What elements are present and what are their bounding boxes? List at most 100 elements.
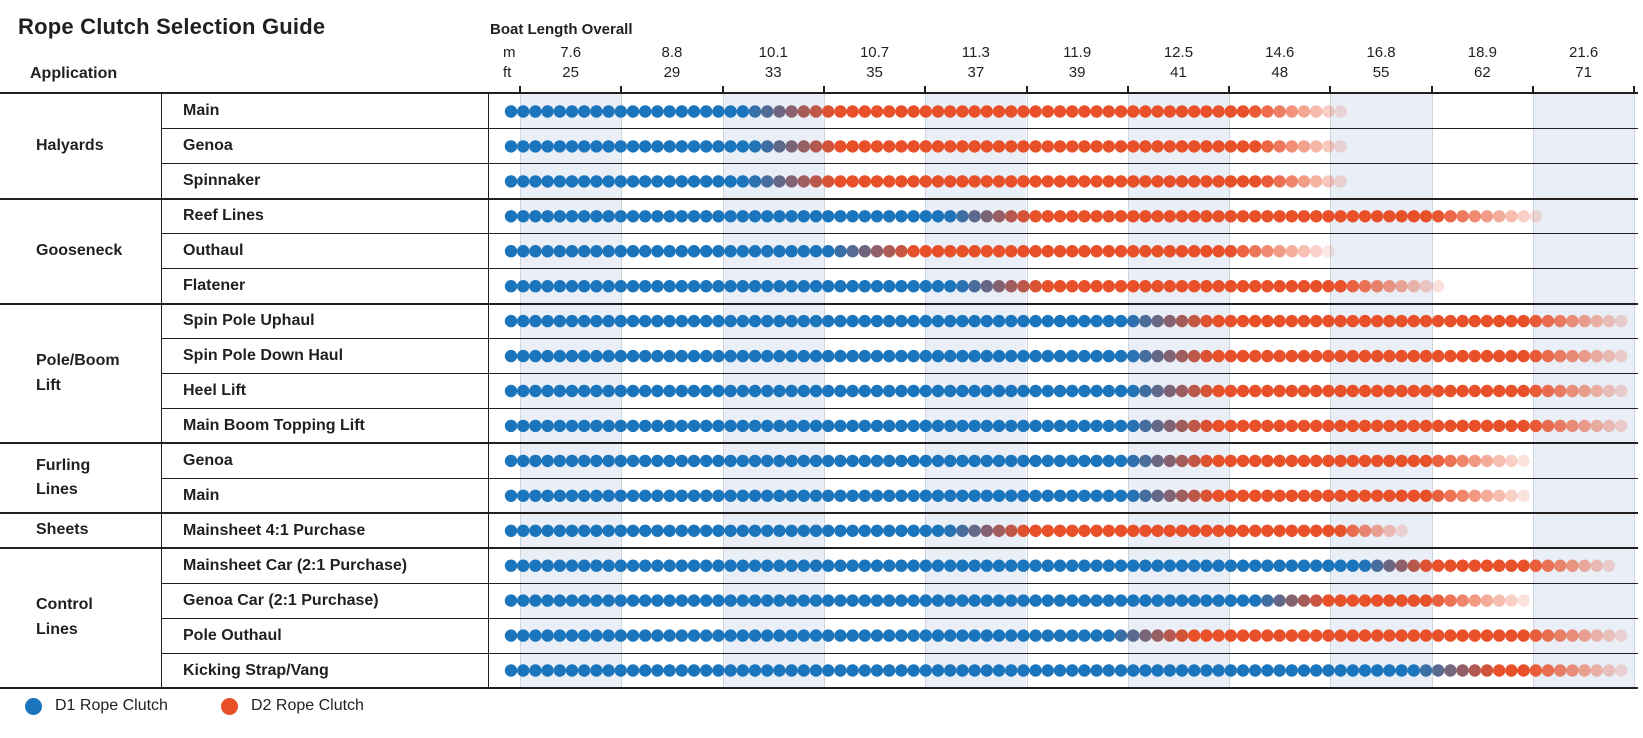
- clutch-dot: [1456, 210, 1469, 223]
- clutch-dot: [529, 210, 542, 223]
- clutch-dot: [1005, 314, 1018, 328]
- clutch-dot: [1017, 314, 1030, 328]
- clutch-dot: [1236, 419, 1250, 433]
- clutch-dot: [1224, 524, 1238, 537]
- clutch-dot: [1346, 629, 1360, 642]
- axis-tick-ft: 37: [967, 64, 985, 81]
- group-label: Furling Lines: [36, 456, 91, 499]
- clutch-dot: [1236, 280, 1250, 293]
- clutch-dot: [504, 454, 518, 468]
- clutch-dot: [529, 489, 542, 502]
- clutch-dot: [944, 664, 957, 677]
- axis-tick-mark: [822, 86, 825, 94]
- clutch-dot: [1029, 105, 1042, 118]
- clutch-dot: [663, 489, 676, 502]
- clutch-dot: [1175, 594, 1189, 607]
- clutch-dot: [1468, 664, 1482, 677]
- clutch-dot: [1212, 559, 1225, 572]
- clutch-dot: [907, 489, 920, 502]
- clutch-dot: [883, 245, 896, 258]
- clutch-dot: [553, 175, 566, 188]
- clutch-dot: [1578, 629, 1591, 642]
- clutch-dot: [809, 419, 823, 433]
- clutch-dot: [541, 314, 554, 328]
- clutch-dot: [1127, 559, 1140, 572]
- clutch-dot: [1419, 384, 1433, 398]
- clutch-dot: [1261, 629, 1274, 642]
- clutch-dot: [1273, 489, 1286, 502]
- clutch-dot: [675, 105, 688, 118]
- clutch-dot: [687, 419, 701, 433]
- clutch-dot: [651, 140, 664, 153]
- clutch-dot: [1297, 594, 1311, 607]
- clutch-dot: [663, 280, 676, 293]
- clutch-dot: [1005, 454, 1018, 468]
- clutch-dot: [1297, 629, 1311, 642]
- clutch-dot: [651, 175, 664, 188]
- clutch-dot: [785, 105, 798, 118]
- clutch-dot: [1480, 384, 1494, 398]
- clutch-dot: [553, 384, 566, 398]
- clutch-dot: [1114, 629, 1128, 642]
- clutch-dot: [553, 140, 566, 153]
- legend-item-d2: D2 Rope Clutch: [221, 697, 364, 715]
- clutch-dot: [712, 140, 725, 153]
- clutch-dot: [907, 419, 920, 433]
- clutch-dot: [1249, 175, 1262, 188]
- clutch-dot: [1029, 524, 1042, 537]
- clutch-dot: [1127, 105, 1140, 118]
- clutch-dot: [517, 245, 530, 258]
- clutch-dot: [517, 489, 530, 502]
- clutch-dot: [907, 559, 920, 572]
- clutch-dot: [809, 594, 823, 607]
- clutch-dot: [968, 140, 981, 153]
- clutch-dot: [504, 629, 518, 642]
- clutch-dot: [736, 454, 749, 468]
- clutch-dot: [541, 559, 554, 572]
- clutch-dot: [1334, 594, 1347, 607]
- legend-item-d1: D1 Rope Clutch: [25, 697, 168, 715]
- clutch-dot: [1236, 175, 1250, 188]
- clutch-dot: [1236, 140, 1250, 153]
- clutch-dot: [1188, 314, 1201, 328]
- clutch-dot: [1114, 524, 1128, 537]
- clutch-dot: [1188, 210, 1201, 223]
- clutch-dot: [907, 210, 920, 223]
- clutch-dot: [980, 594, 993, 607]
- clutch-dot: [822, 664, 835, 677]
- clutch-dot: [846, 384, 859, 398]
- application-row-label: Genoa: [183, 451, 233, 469]
- clutch-dot: [614, 245, 627, 258]
- clutch-dot: [614, 175, 627, 188]
- clutch-dot: [1395, 384, 1408, 398]
- clutch-dot: [553, 454, 566, 468]
- clutch-dot: [895, 105, 908, 118]
- clutch-dot: [956, 105, 969, 118]
- clutch-dot: [870, 664, 884, 677]
- clutch-dot: [590, 559, 603, 572]
- clutch-dot: [895, 175, 908, 188]
- clutch-dot: [944, 175, 957, 188]
- clutch-dot: [590, 419, 603, 433]
- clutch-dot: [504, 524, 518, 537]
- clutch-dot: [858, 419, 871, 433]
- clutch-dot: [1432, 314, 1445, 328]
- clutch-dot: [578, 594, 591, 607]
- clutch-dot: [1029, 210, 1042, 223]
- clutch-dot: [724, 594, 737, 607]
- clutch-dot: [1578, 314, 1591, 328]
- clutch-dot: [761, 419, 774, 433]
- clutch-dot: [651, 314, 664, 328]
- clutch-dot: [1456, 419, 1469, 433]
- clutch-dot: [1090, 140, 1103, 153]
- column-gridline: [1634, 94, 1636, 688]
- clutch-dot: [675, 245, 688, 258]
- clutch-dot: [1285, 140, 1299, 153]
- clutch-dot: [1200, 524, 1213, 537]
- clutch-dot: [785, 140, 798, 153]
- axis-tick-ft: 55: [1372, 64, 1390, 81]
- clutch-dot: [590, 245, 603, 258]
- clutch-dot: [1163, 105, 1177, 118]
- clutch-dot: [675, 664, 688, 677]
- clutch-dot: [748, 664, 762, 677]
